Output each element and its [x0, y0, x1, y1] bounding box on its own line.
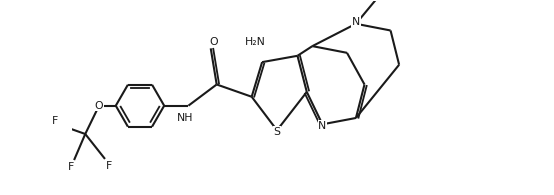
Text: O: O [95, 101, 104, 111]
Text: S: S [274, 127, 280, 137]
Text: N: N [319, 121, 326, 131]
Text: H₂N: H₂N [245, 37, 266, 47]
Text: O: O [209, 37, 218, 47]
Text: F: F [68, 162, 74, 172]
Text: N: N [352, 17, 360, 27]
Text: F: F [52, 116, 58, 126]
Text: F: F [106, 161, 112, 171]
Text: NH: NH [176, 113, 193, 123]
